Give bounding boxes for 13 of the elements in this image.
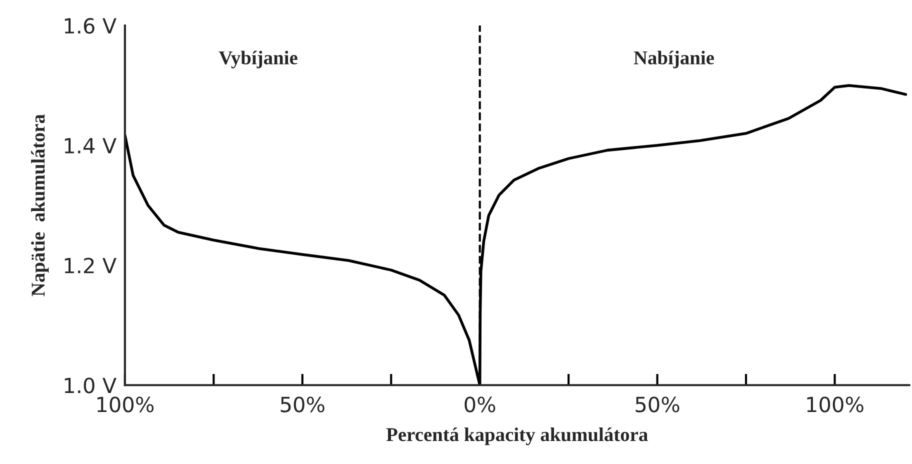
y-tick-label: 1.6 V [64, 18, 116, 34]
x-tick-label: 50% [636, 396, 680, 412]
x-tick-label: 50% [280, 396, 324, 412]
y-tick-label: 1.2 V [64, 258, 116, 274]
y-tick-label: 1.4 V [64, 138, 116, 154]
x-tick-label: 0% [464, 396, 496, 412]
x-axis-title: Percentá kapacity akumulátora [386, 428, 648, 446]
annotation: Nabíjanie [634, 50, 714, 68]
annotation: Vybíjanie [218, 50, 298, 68]
y-axis-title: Napätie akumulátora [31, 114, 49, 296]
x-tick-label: 100% [807, 396, 864, 412]
y-tick-label: 1.0 V [64, 378, 116, 394]
x-tick-label: 100% [97, 396, 154, 412]
